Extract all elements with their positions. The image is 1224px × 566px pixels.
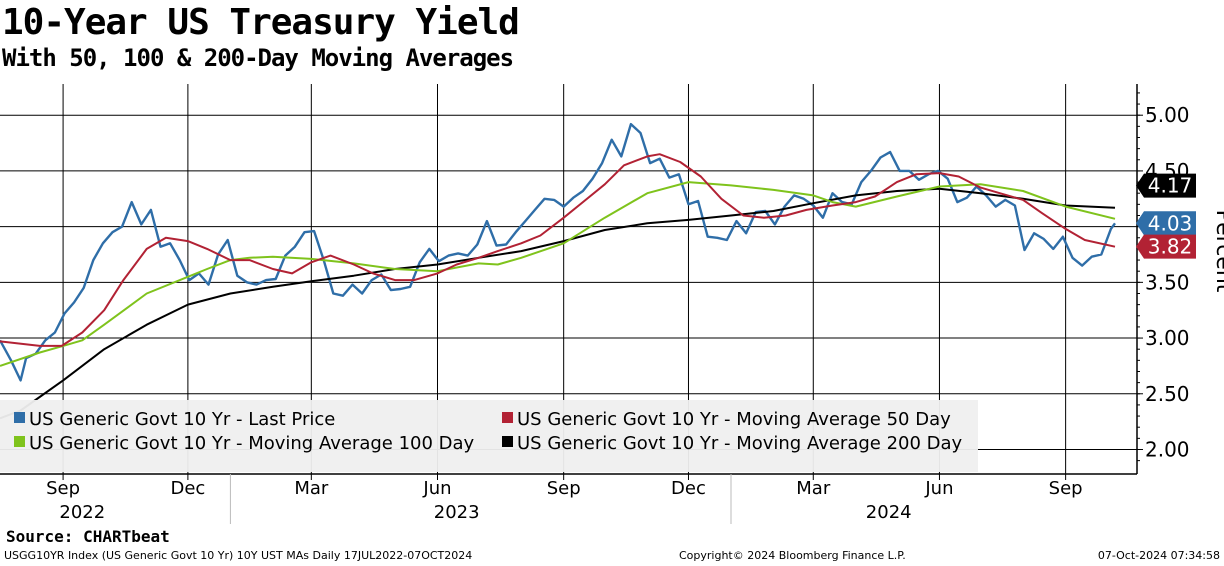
y-tick-label: 2.00 <box>1145 437 1190 461</box>
legend-swatch <box>502 412 513 423</box>
last-value-tag-ma-50-bg <box>1136 234 1196 259</box>
y-tick-label: 3.00 <box>1145 326 1190 350</box>
y-tick-label: 3.50 <box>1145 270 1190 294</box>
last-value-tag-ma-200: 4.17 <box>1136 173 1196 198</box>
legend-swatch <box>14 436 25 447</box>
legend-swatch <box>502 436 513 447</box>
x-tick-label: Sep <box>1049 478 1083 499</box>
x-tick-label: Jun <box>422 478 451 499</box>
y-tick-label: 2.50 <box>1145 382 1190 406</box>
x-tick-label: Dec <box>671 478 706 499</box>
last-value-tag-ma-50: 3.82 <box>1136 234 1196 259</box>
last-value-tag-last-price-text: 4.03 <box>1148 211 1193 235</box>
x-tick-label: Mar <box>294 478 329 499</box>
chart-subtitle: With 50, 100 & 200-Day Moving Averages <box>2 44 514 72</box>
year-label: 2022 <box>59 502 105 523</box>
last-value-tag-last-price: 4.03 <box>1136 211 1196 236</box>
last-value-tag-ma-50-text: 3.82 <box>1148 235 1193 259</box>
footer-timestamp: 07-Oct-2024 07:34:58 <box>1097 549 1220 562</box>
chart-title: 10-Year US Treasury Yield <box>2 2 520 43</box>
series-ma-200 <box>0 187 1116 420</box>
legend-label: US Generic Govt 10 Yr - Last Price <box>29 409 335 430</box>
last-value-tag-last-price-bg <box>1136 211 1196 236</box>
legend-label: US Generic Govt 10 Yr - Moving Average 1… <box>29 433 475 454</box>
y-axis-label: Percent <box>1211 209 1224 293</box>
source-note: Source: CHARTbeat <box>6 527 170 546</box>
last-value-tag-ma-200-bg <box>1136 173 1196 198</box>
x-tick-label: Dec <box>170 478 205 499</box>
legend-swatch <box>14 412 25 423</box>
x-tick-label: Sep <box>547 478 581 499</box>
series-ma-50 <box>0 153 1116 347</box>
last-value-tag-ma-200-text: 4.17 <box>1148 174 1193 198</box>
year-label: 2023 <box>434 502 480 523</box>
legend-box <box>0 400 978 472</box>
series-ma-100 <box>0 181 1116 367</box>
footer-index-info: USGG10YR Index (US Generic Govt 10 Yr) 1… <box>4 549 473 562</box>
x-tick-label: Mar <box>796 478 831 499</box>
legend-label: US Generic Govt 10 Yr - Moving Average 5… <box>517 409 951 430</box>
year-label: 2024 <box>866 502 912 523</box>
x-tick-label: Sep <box>46 478 80 499</box>
footer-copyright: Copyright© 2024 Bloomberg Finance L.P. <box>679 549 906 562</box>
legend-label: US Generic Govt 10 Yr - Moving Average 2… <box>517 433 963 454</box>
x-tick-label: Jun <box>924 478 953 499</box>
y-tick-label: 5.00 <box>1145 103 1190 127</box>
